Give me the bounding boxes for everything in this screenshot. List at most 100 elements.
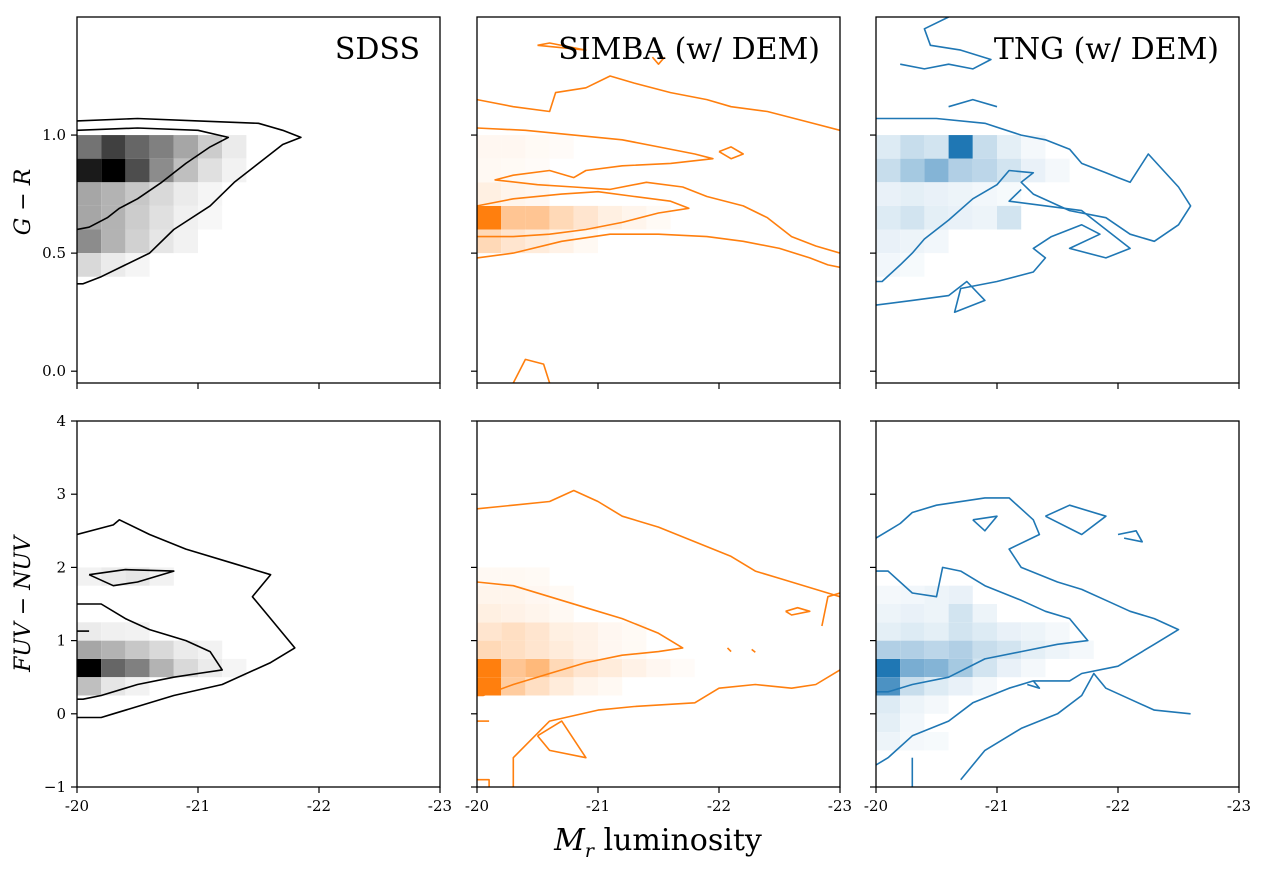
contour-line [876,188,1131,313]
panel-title: SIMBA (w/ DEM) [558,32,820,67]
heatmap-bin [948,205,973,230]
x-tick-label: -21 [586,797,610,815]
panel-top-right: TNG (w/ DEM) [870,16,1240,389]
contour-line [876,497,1180,766]
heatmap-bin [598,677,623,696]
heatmap-bin [173,135,198,159]
heatmap-bin [598,640,623,659]
heatmap-bin [101,640,126,659]
x-tick-label: -23 [828,797,852,815]
panel-plot-area [876,497,1191,787]
heatmap-bin [900,585,925,604]
y-tick-label: 2 [56,558,66,576]
heatmap-bin [525,567,550,586]
heatmap-bin [924,695,949,714]
x-tick-label: -22 [1106,797,1130,815]
heatmap-bin [997,205,1022,230]
heatmap-bin [149,567,174,586]
heatmap-bin [101,158,126,183]
heatmap-bin [924,158,949,183]
heatmap-bin [924,658,949,678]
contour-line [77,519,296,719]
heatmap-bin [997,182,1022,206]
heatmap-bin [972,158,997,183]
heatmap-bin [924,182,949,206]
heatmap-bin [876,604,901,623]
heatmap-bin [622,205,647,230]
heatmap-bin [477,135,502,159]
heatmap-bin [77,205,102,230]
heatmap-bin [1021,622,1046,641]
panel-plot-area [477,489,840,787]
heatmap-bin [173,658,198,678]
heatmap-bin [972,135,997,159]
heatmap-bin [948,622,973,641]
heatmap-bin [876,135,901,159]
x-tick-label: -20 [65,797,89,815]
heatmap-bin [77,182,102,206]
heatmap-bin [525,585,550,604]
x-axis-label-text: luminosity [594,823,762,858]
panel-title: SDSS [335,32,420,67]
heatmap-bin [997,622,1022,641]
x-tick-label: -23 [428,797,452,815]
heatmap-bin [525,622,550,641]
heatmap-bin [525,205,550,230]
heatmap-bin [77,135,102,159]
heatmap-bin [149,182,174,206]
contour-line [77,127,230,231]
heatmap-bin [900,640,925,659]
heatmap-bin [997,135,1022,159]
heatmap-bin [900,604,925,623]
heatmap-bin [173,205,198,230]
heatmap-bin [173,182,198,206]
heatmap-bin [149,135,174,159]
heatmap-bin [924,677,949,696]
contour-line [536,720,587,759]
heatmap-bin [125,658,150,678]
heatmap-bin [924,205,949,230]
contour-line [726,647,732,653]
contour-line [876,566,1089,693]
row-ylabel-top: G − R [11,169,36,236]
heatmap-bin [1069,640,1094,659]
heatmap-bin [549,604,574,623]
contour-line [651,56,666,65]
panel-frame [875,420,1240,788]
heatmap-bin [125,158,150,183]
y-tick-label: 0.5 [42,244,66,262]
panel-title: TNG (w/ DEM) [994,32,1219,67]
panel-frame [476,420,841,788]
heatmap-bin [525,677,550,696]
heatmap-bin [125,182,150,206]
heatmap-bin [501,158,526,183]
heatmap-bin [173,229,198,254]
heatmap-bin [646,658,671,678]
heatmap-bin [501,567,526,586]
heatmap-bin [670,658,695,678]
heatmap-bin [573,205,598,230]
contour-line [1045,504,1107,536]
heatmap-bin [948,158,973,183]
heatmap-bin [876,732,901,751]
heatmap-bin [125,229,150,254]
heatmap-bin [876,585,901,604]
x-axis-label-subscript: r [585,840,596,862]
y-tick-label: 0 [56,705,66,723]
y-tick-label: 0.0 [42,362,66,380]
x-axis-label: Mr luminosity [553,823,762,862]
contour-line [537,42,587,51]
heatmap-bin [501,677,526,696]
contour-line [718,146,744,160]
contour-line [477,233,840,269]
heatmap-bin [222,658,247,678]
heatmap-bin [125,640,150,659]
panel-frame [76,420,441,788]
heatmap-bin [924,622,949,641]
contour-line [900,17,992,70]
heatmap-bin [501,205,526,230]
heatmap-bin [501,622,526,641]
heatmap-bin [77,567,102,586]
heatmap-bin [477,567,502,586]
